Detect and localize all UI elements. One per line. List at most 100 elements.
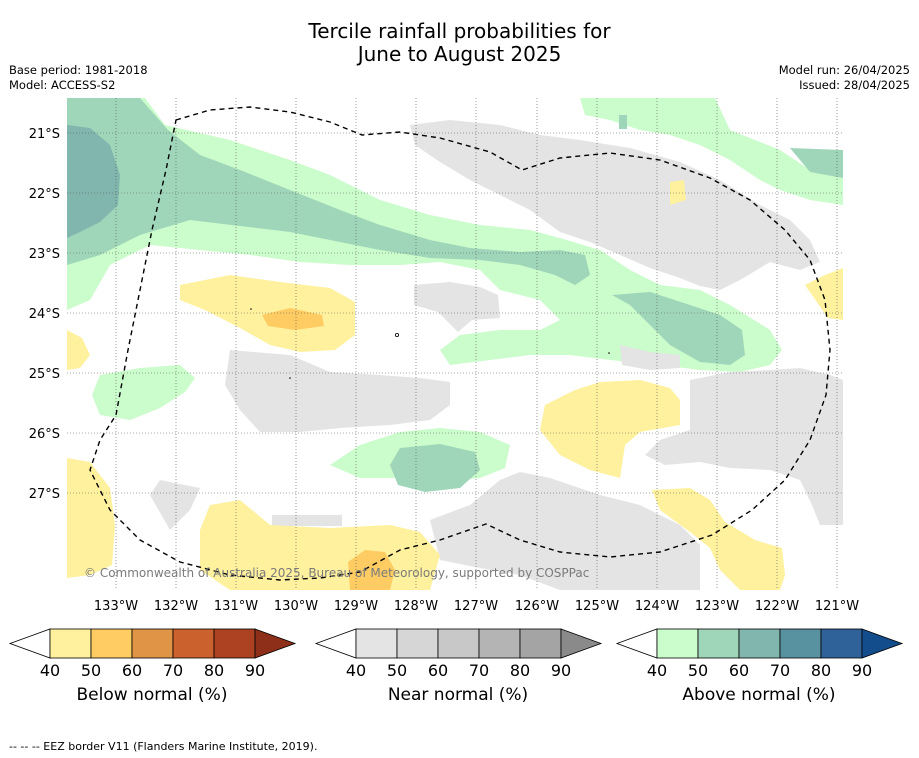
below-normal-field — [652, 488, 785, 590]
above-normal-field — [390, 444, 480, 492]
above-normal-field — [92, 365, 195, 420]
colorbar: 40 50 60 70 80 90 — [314, 628, 603, 680]
near-normal-field — [150, 480, 200, 530]
colorbar-segment — [172, 628, 215, 659]
lon-tick-label: 127°W — [454, 599, 498, 614]
model-name: Model: ACCESS-S2 — [9, 78, 116, 92]
title-line-1: Tercile rainfall probabilities for — [308, 19, 611, 43]
graticule — [67, 98, 843, 590]
colorbar-extension — [615, 628, 658, 659]
lat-tick-label: 27°S — [29, 487, 60, 502]
colorbar-tick-label: 80 — [510, 661, 530, 680]
colorbar-tick-label: 50 — [688, 661, 708, 680]
colorbar-label-above: Above normal (%) — [682, 685, 836, 705]
below-normal-field — [180, 275, 355, 352]
lat-tick-label: 21°S — [29, 127, 60, 142]
colorbars: 40 50 60 70 80 90 40 50 60 70 80 90 40 50 60 70 80 90 — [8, 628, 904, 680]
lon-tick-label: 122°W — [755, 599, 799, 614]
lon-tick-label: 132°W — [154, 599, 198, 614]
above-normal-field — [67, 98, 782, 372]
colorbar-segment — [738, 628, 781, 659]
colorbar-tick-label: 40 — [40, 661, 60, 680]
above-normal-field — [612, 292, 745, 365]
meta-left: Base period: 1981-2018 Model: ACCESS-S2 — [9, 63, 148, 93]
colorbar-segment — [697, 628, 740, 659]
meta-right: Model run: 26/04/2025 Issued: 28/04/2025 — [779, 63, 910, 93]
colorbar-tick-label: 90 — [551, 661, 571, 680]
colorbar-tick-label: 90 — [852, 661, 872, 680]
probability-fields — [67, 98, 843, 590]
title-line-2: June to August 2025 — [357, 42, 562, 66]
colorbar-tick-label: 40 — [346, 661, 366, 680]
colorbar-segment — [90, 628, 133, 659]
colorbar: 40 50 60 70 80 90 — [8, 628, 297, 680]
lon-tick-label: 131°W — [214, 599, 258, 614]
colorbar-tick-label: 90 — [245, 661, 265, 680]
eez-border — [89, 106, 831, 581]
island-mark — [250, 308, 252, 310]
near-normal-field — [225, 350, 450, 432]
lon-tick-label: 126°W — [515, 599, 559, 614]
colorbar-segment — [519, 628, 562, 659]
colorbar-tick-label: 70 — [770, 661, 790, 680]
colorbar-segment — [213, 628, 256, 659]
lon-axis: 133°W 132°W 131°W 130°W 129°W 128°W 127°… — [94, 599, 859, 614]
lon-tick-label: 121°W — [815, 599, 859, 614]
colorbar-segment — [396, 628, 439, 659]
below-normal-field — [670, 180, 686, 205]
above-normal-field — [619, 115, 627, 129]
colorbar-segment — [49, 628, 92, 659]
issued-date: Issued: 28/04/2025 — [799, 78, 910, 92]
colorbar-segment — [131, 628, 174, 659]
near-normal-field — [430, 472, 700, 590]
colorbar-tick-label: 80 — [811, 661, 831, 680]
near-normal-field — [620, 345, 680, 370]
lat-tick-label: 26°S — [29, 427, 60, 442]
base-period: Base period: 1981-2018 — [9, 63, 148, 77]
above-normal-field — [790, 148, 843, 178]
island-mark — [289, 377, 291, 379]
near-normal-field — [272, 515, 342, 526]
island-mark — [608, 352, 610, 354]
colorbar-extension — [314, 628, 357, 659]
colorbar-segment — [820, 628, 863, 659]
near-normal-field — [410, 120, 820, 290]
colorbar-tick-label: 60 — [729, 661, 749, 680]
lon-tick-label: 123°W — [695, 599, 739, 614]
colorbar-label-near: Near normal (%) — [387, 685, 529, 705]
lon-tick-label: 129°W — [334, 599, 378, 614]
colorbar-tick-label: 70 — [469, 661, 489, 680]
footer-note: -- -- -- EEZ border V11 (Flanders Marine… — [9, 740, 318, 753]
lon-tick-label: 133°W — [94, 599, 138, 614]
lat-tick-label: 22°S — [29, 187, 60, 202]
below-normal-field — [805, 268, 843, 320]
colorbar-segment — [779, 628, 822, 659]
near-normal-field — [414, 282, 500, 332]
colorbar-segment — [656, 628, 699, 659]
below-normal-field — [67, 458, 115, 578]
below-normal-field — [540, 380, 680, 478]
lon-tick-label: 125°W — [575, 599, 619, 614]
below-normal-field — [67, 330, 90, 370]
lon-tick-label: 130°W — [274, 599, 318, 614]
colorbar-segment — [478, 628, 521, 659]
colorbar-tick-label: 70 — [163, 661, 183, 680]
colorbar-extension — [254, 628, 297, 659]
colorbar-tick-label: 60 — [428, 661, 448, 680]
lon-tick-label: 124°W — [635, 599, 679, 614]
copyright-text: © Commonwealth of Australia 2025, Bureau… — [84, 566, 589, 580]
colorbar-extension — [861, 628, 904, 659]
colorbar-tick-label: 50 — [387, 661, 407, 680]
above-normal-field — [580, 98, 843, 205]
island-mark — [394, 332, 399, 337]
colorbar-segment — [437, 628, 480, 659]
colorbar-extension — [560, 628, 603, 659]
colorbar-segment — [355, 628, 398, 659]
lat-tick-label: 25°S — [29, 367, 60, 382]
colorbar-tick-label: 40 — [647, 661, 667, 680]
colorbar: 40 50 60 70 80 90 — [615, 628, 904, 680]
above-normal-field — [67, 125, 120, 238]
lat-axis: 21°S 22°S 23°S 24°S 25°S 26°S 27°S — [29, 127, 60, 502]
colorbar-label-below: Below normal (%) — [76, 685, 228, 705]
